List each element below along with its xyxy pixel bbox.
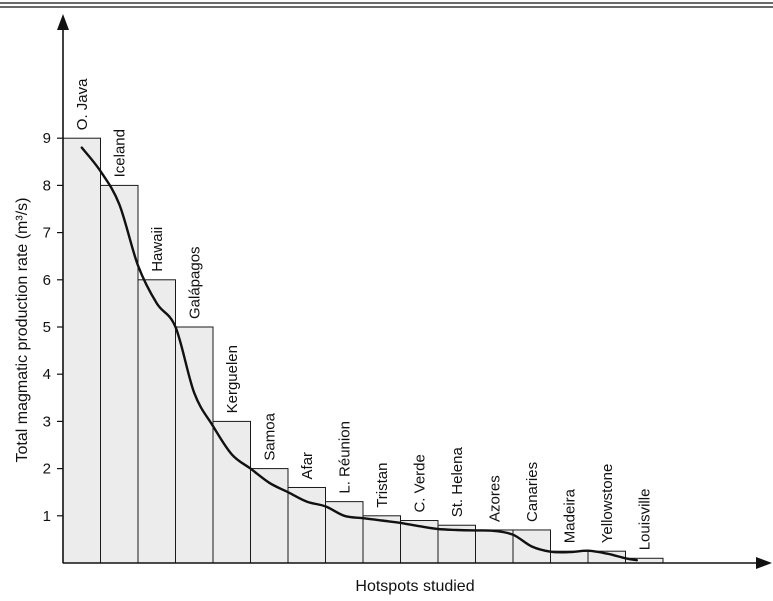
y-tick-label: 5: [43, 319, 51, 336]
bar-10: [437, 524, 476, 564]
bar-3: [175, 326, 214, 564]
y-tick-label: 6: [43, 272, 51, 289]
bar-6: [287, 486, 326, 564]
y-tick-label: 4: [43, 366, 51, 383]
bar-label-0: O. Java: [74, 78, 91, 130]
bar-labels-group: O. Java Iceland Hawaii Galápagos Kerguelen Sa…: [74, 78, 654, 550]
bar-label-4: Kerguelen: [224, 345, 241, 413]
bar-0: [62, 137, 101, 564]
bar-label-6: Afar: [299, 452, 316, 480]
bar-label-13: Madeira: [561, 488, 578, 543]
bars-group: [62, 137, 664, 564]
bar-7: [325, 501, 364, 564]
y-tick-label: 8: [43, 177, 51, 194]
bar-label-14: Yellowstone: [599, 464, 616, 544]
bar-1: [100, 184, 139, 564]
x-axis-label: Hotspots studied: [355, 578, 474, 595]
y-tick-label: 9: [43, 130, 51, 147]
bar-label-1: Iceland: [111, 129, 128, 177]
bar-label-8: Tristan: [374, 463, 391, 508]
bar-label-3: Galápagos: [186, 246, 203, 319]
bar-4: [212, 420, 251, 564]
x-axis-arrow-icon: [756, 557, 772, 569]
y-tick-label: 1: [43, 508, 51, 525]
y-axis-label: Total magmatic production rate (m³/s): [14, 198, 31, 463]
bar-label-9: C. Verde: [411, 454, 428, 512]
bar-label-15: Louisville: [636, 489, 653, 551]
y-tick-label: 2: [43, 461, 51, 478]
y-ticks-group: 1 2 3 4 5 6 7 8 9: [43, 130, 63, 525]
axes: [57, 14, 772, 569]
bar-11: [475, 529, 514, 564]
y-tick-label: 3: [43, 413, 51, 430]
bar-label-5: Samoa: [261, 412, 278, 460]
bar-label-10: St. Helena: [449, 447, 466, 518]
bar-label-12: Canaries: [524, 462, 541, 522]
bar-label-2: Hawaii: [149, 227, 166, 272]
trend-line: [80, 146, 638, 562]
y-axis-arrow-icon: [57, 14, 69, 30]
top-rule: [0, 2, 773, 8]
bar-label-11: Azores: [486, 475, 503, 522]
y-tick-label: 7: [43, 225, 51, 242]
bar-2: [137, 279, 176, 564]
bar-label-7: L. Réunion: [336, 421, 353, 494]
bar-5: [250, 468, 289, 564]
